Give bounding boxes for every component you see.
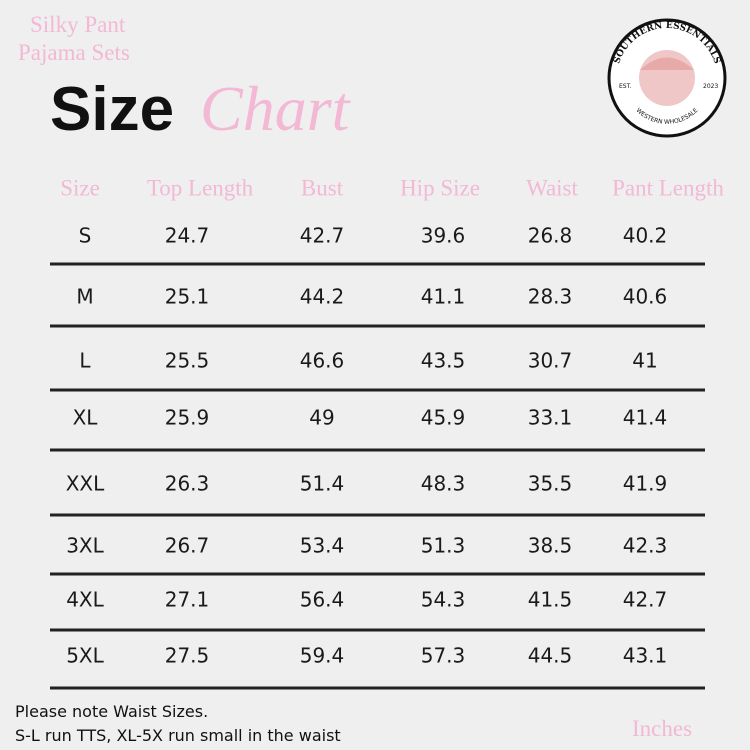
measurement-cell: 24.7 [165, 224, 210, 248]
measurement-cell: 51.3 [421, 534, 466, 558]
title-script: Chart [200, 73, 352, 144]
column-header: Pant Length [612, 175, 724, 200]
measurement-cell: 48.3 [421, 472, 466, 496]
measurement-cell: 44.5 [528, 644, 573, 668]
measurement-cell: 27.1 [165, 588, 210, 612]
unit-label: Inches [632, 716, 692, 741]
measurement-cell: 51.4 [300, 472, 345, 496]
measurement-cell: 27.5 [165, 644, 210, 668]
subtitle: Silky Pant [30, 12, 126, 37]
measurement-cell: 28.3 [528, 285, 573, 309]
measurement-cell: 42.7 [623, 588, 668, 612]
measurement-cell: 40.2 [623, 224, 668, 248]
measurement-cell: 43.1 [623, 644, 668, 668]
measurement-cell: 41.1 [421, 285, 466, 309]
measurement-cell: 41.4 [623, 406, 668, 430]
logo-hat [640, 57, 694, 70]
measurement-cell: 35.5 [528, 472, 573, 496]
measurement-cell: 26.7 [165, 534, 210, 558]
size-cell: 3XL [66, 534, 104, 558]
measurement-cell: 41.9 [623, 472, 668, 496]
measurement-cell: 33.1 [528, 406, 573, 430]
note: S-L run TTS, XL-5X run small in the wais… [15, 726, 341, 745]
logo: SOUTHERN ESSENTIALS WESTERN WHOLESALE ES… [607, 18, 727, 138]
logo-year: 2023 [703, 83, 718, 90]
measurement-cell: 56.4 [300, 588, 345, 612]
size-cell: M [76, 285, 93, 309]
measurement-cell: 40.6 [623, 285, 668, 309]
measurement-cell: 41.5 [528, 588, 573, 612]
size-cell: 4XL [66, 588, 104, 612]
measurement-cell: 45.9 [421, 406, 466, 430]
measurement-cell: 38.5 [528, 534, 573, 558]
measurement-cell: 59.4 [300, 644, 345, 668]
column-header: Bust [301, 175, 344, 200]
measurement-cell: 25.5 [165, 349, 210, 373]
measurement-cell: 26.3 [165, 472, 210, 496]
measurement-cell: 39.6 [421, 224, 466, 248]
measurement-cell: 26.8 [528, 224, 573, 248]
measurement-cell: 44.2 [300, 285, 345, 309]
column-header: Size [60, 175, 100, 200]
column-header: Top Length [147, 175, 254, 200]
measurement-cell: 43.5 [421, 349, 466, 373]
measurement-cell: 41 [632, 349, 657, 373]
column-header: Hip Size [400, 175, 480, 200]
measurement-cell: 25.9 [165, 406, 210, 430]
size-cell: XXL [66, 472, 105, 496]
measurement-cell: 30.7 [528, 349, 573, 373]
measurement-cell: 54.3 [421, 588, 466, 612]
title-bold: Size [50, 75, 174, 144]
measurement-cell: 53.4 [300, 534, 345, 558]
measurement-cell: 57.3 [421, 644, 466, 668]
table: Size Top Length Bust Hip Size Waist Pant Leng… [50, 175, 724, 690]
measurement-cell: 42.3 [623, 534, 668, 558]
subtitle: Pajama Sets [18, 40, 130, 65]
note: Please note Waist Sizes. [15, 702, 208, 721]
size-cell: S [79, 224, 92, 248]
measurement-cell: 46.6 [300, 349, 345, 373]
measurement-cell: 25.1 [165, 285, 210, 309]
size-cell: 5XL [66, 644, 104, 668]
logo-est: EST. [619, 83, 632, 90]
column-header: Waist [526, 175, 578, 200]
size-cell: L [79, 349, 91, 373]
measurement-cell: 42.7 [300, 224, 345, 248]
measurement-cell: 49 [309, 406, 334, 430]
size-cell: XL [73, 406, 99, 430]
